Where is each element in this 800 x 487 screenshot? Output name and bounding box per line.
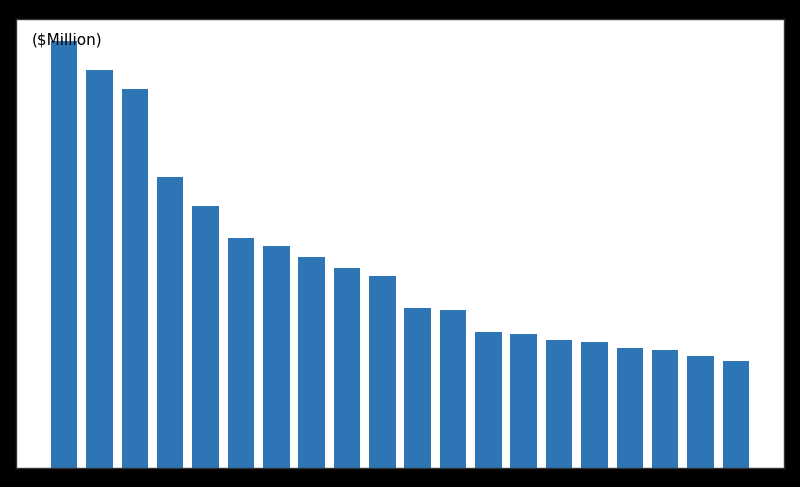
Bar bbox=[405, 307, 431, 468]
Bar bbox=[440, 310, 466, 468]
Bar bbox=[192, 206, 219, 468]
Bar bbox=[228, 238, 254, 468]
Bar bbox=[122, 89, 148, 468]
Bar bbox=[334, 267, 360, 468]
Bar bbox=[86, 70, 113, 468]
Bar bbox=[369, 276, 395, 468]
Bar bbox=[298, 257, 325, 468]
Text: ($Million): ($Million) bbox=[31, 33, 102, 48]
Bar bbox=[722, 361, 749, 468]
Bar bbox=[546, 339, 572, 468]
Bar bbox=[51, 41, 78, 468]
Bar bbox=[617, 348, 643, 468]
Bar bbox=[475, 332, 502, 468]
Bar bbox=[652, 350, 678, 468]
Bar bbox=[687, 356, 714, 468]
Bar bbox=[510, 334, 537, 468]
Bar bbox=[157, 177, 183, 468]
Bar bbox=[263, 246, 290, 468]
Bar bbox=[581, 342, 608, 468]
